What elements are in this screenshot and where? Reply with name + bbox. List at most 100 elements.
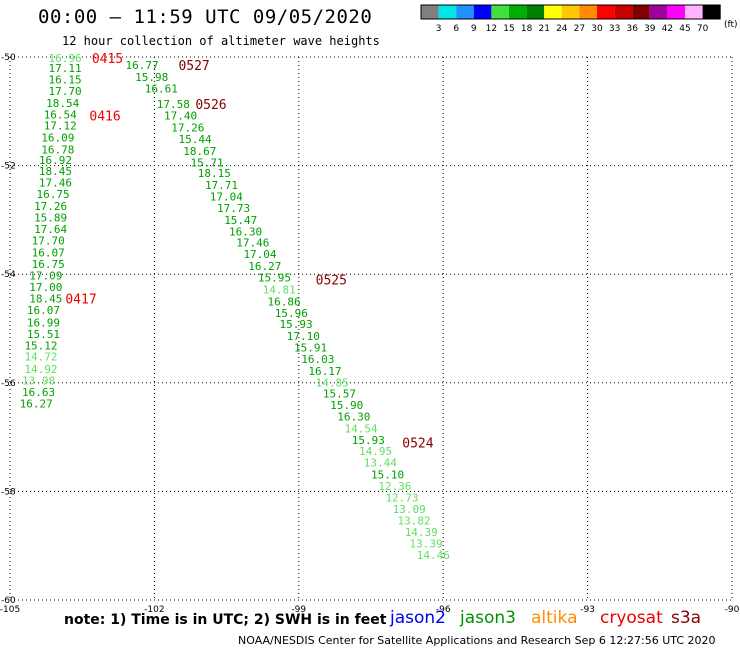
x-tick-label: -105 (0, 605, 20, 615)
wave-height-point: 12.73 (385, 491, 418, 504)
wave-height-point: 17.40 (164, 110, 197, 123)
colorbar-label: 42 (662, 24, 673, 34)
wave-height-point: 14.85 (316, 376, 349, 389)
y-tick-label: -60 (1, 596, 16, 606)
wave-height-point: 15.91 (294, 342, 327, 355)
legend-s3a: s3a (671, 608, 702, 628)
wave-height-point: 15.93 (352, 434, 385, 447)
wave-height-point: 17.12 (44, 119, 77, 132)
wave-height-point: 14.72 (24, 351, 57, 364)
x-tick-label: -96 (436, 605, 451, 615)
x-tick-label: -99 (291, 605, 306, 615)
wave-height-point: 18.54 (46, 97, 79, 110)
colorbar-swatch (649, 5, 668, 19)
wave-height-point: 16.15 (49, 73, 82, 86)
pass-time-label: 0415 (92, 52, 123, 67)
wave-height-point: 16.54 (44, 109, 77, 122)
colorbar-label: 39 (644, 24, 656, 34)
colorbar-label: 3 (436, 24, 442, 34)
wave-height-point: 14.92 (24, 363, 57, 376)
colorbar-swatch (632, 5, 650, 19)
colorbar-label: 33 (609, 24, 620, 34)
wave-height-point: 18.45 (39, 165, 72, 178)
colorbar-swatch (561, 5, 580, 19)
colorbar-label: 12 (486, 24, 497, 34)
wave-height-point: 13.82 (397, 515, 430, 528)
colorbar-swatch (667, 5, 685, 19)
wave-height-point: 17.09 (29, 269, 62, 282)
wave-height-point: 14.81 (263, 283, 296, 296)
colorbar-swatch (473, 5, 492, 19)
chart-subtitle: 12 hour collection of altimeter wave hei… (62, 34, 380, 48)
wave-height-point: 16.07 (27, 304, 60, 317)
wave-height-point: 16.75 (32, 258, 65, 271)
colorbar-swatch (491, 5, 509, 19)
wave-height-point: 14.39 (405, 526, 438, 539)
wave-height-point: 16.86 (268, 295, 301, 308)
wave-height-point: 16.03 (301, 353, 334, 366)
wave-height-point: 15.71 (191, 156, 224, 169)
legend-cryosat: cryosat (600, 608, 663, 628)
wave-height-point: 17.46 (39, 176, 72, 189)
legend-jason2: jason2 (390, 608, 446, 628)
wave-height-point: 15.89 (34, 212, 67, 225)
colorbar-swatch (579, 5, 597, 19)
legend-altika: altika (531, 608, 578, 628)
pass-time-label: 0525 (316, 274, 347, 289)
wave-height-point: 17.11 (49, 62, 82, 75)
pass-time-label: 0416 (89, 110, 120, 125)
wave-height-point: 14.54 (345, 422, 378, 435)
colorbar-label: 70 (697, 24, 709, 34)
wave-height-point: 15.12 (24, 339, 57, 352)
wave-height-point: 13.98 (22, 375, 55, 388)
y-tick-label: -56 (1, 379, 16, 389)
colorbar-label: 21 (538, 24, 549, 34)
wave-height-point: 15.57 (323, 388, 356, 401)
wave-height-point: 16.17 (308, 365, 341, 378)
wave-height-point: 16.77 (126, 59, 159, 72)
colorbar-label: 15 (503, 24, 514, 34)
colorbar-swatch (614, 5, 633, 19)
wave-height-point: 17.73 (217, 202, 250, 215)
colorbar-label: 36 (626, 24, 638, 34)
wave-height-point: 13.44 (364, 457, 397, 470)
wave-height-point: 16.61 (145, 82, 178, 95)
wave-height-point: 12.36 (378, 480, 411, 493)
legend-jason3: jason3 (460, 608, 516, 628)
colorbar-swatch (438, 5, 457, 19)
wave-height-point: 17.26 (171, 122, 204, 135)
colorbar-swatch (421, 5, 439, 19)
wave-height-point: 17.04 (243, 248, 276, 261)
wave-height-point: 13.09 (393, 503, 426, 516)
wave-height-point: 15.47 (224, 214, 257, 227)
footer-note: note: 1) Time is in UTC; 2) SWH is in fe… (64, 612, 387, 628)
wave-height-point: 16.27 (20, 397, 53, 410)
colorbar-label: 18 (521, 24, 533, 34)
y-tick-label: -54 (1, 270, 16, 280)
x-tick-label: -93 (580, 605, 595, 615)
wave-height-point: 15.10 (371, 469, 404, 482)
colorbar-frame (420, 4, 721, 20)
wave-height-point: 13.39 (410, 538, 443, 551)
wave-height-point: 17.64 (34, 223, 67, 236)
wave-height-point: 17.71 (205, 179, 238, 192)
colorbar-label: 6 (453, 24, 459, 34)
colorbar-swatch (544, 5, 562, 19)
wave-height-point: 16.63 (22, 386, 55, 399)
colorbar-swatch (597, 5, 615, 19)
wave-height-point: 17.46 (236, 237, 269, 250)
pass-time-label: 0526 (195, 98, 226, 113)
pass-time-label: 0417 (65, 293, 96, 308)
colorbar-units: (ft) (724, 20, 738, 30)
wave-height-point: 15.44 (178, 133, 211, 146)
y-tick-label: -58 (1, 487, 16, 497)
pass-time-label: 0527 (178, 59, 209, 74)
wave-height-point: 17.58 (157, 98, 190, 111)
wave-height-point: 18.67 (183, 145, 216, 158)
wave-height-point: 16.99 (27, 317, 60, 330)
colorbar-swatch (526, 5, 545, 19)
footer-credit: NOAA/NESDIS Center for Satellite Applica… (238, 634, 716, 647)
wave-height-point: 15.93 (280, 318, 313, 331)
colorbar-label: 24 (556, 24, 568, 34)
wave-height-point: 18.15 (198, 167, 231, 180)
